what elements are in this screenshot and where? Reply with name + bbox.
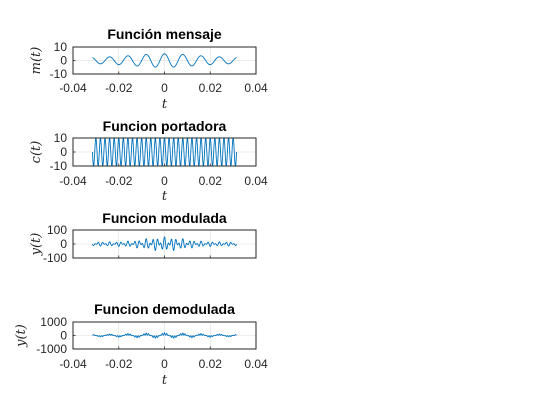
y-tick-label: 0 (60, 54, 67, 68)
x-tick-label: 0 (161, 81, 168, 95)
y-tick-label: 0 (60, 145, 67, 159)
x-tick-label: 0.04 (244, 81, 268, 95)
y-axis-label: y(t) (14, 324, 29, 348)
x-axis-label: t (162, 97, 168, 112)
subplot-2: Funcion portadora-0.04 -0.02 0 0.02 0.04100-… (29, 118, 268, 204)
y-axis-label: m(t) (29, 47, 44, 75)
x-axis-label: t (162, 373, 168, 388)
x-tick-label: 0.02 (199, 357, 223, 371)
y-tick-label: 100 (47, 223, 67, 237)
x-tick-label: -0.04 (59, 357, 87, 371)
x-tick-label: 0.02 (199, 174, 223, 188)
subplot-1: Función mensaje-0.04 -0.02 0 0.02 0.04100-10… (29, 26, 268, 112)
y-tick-label: -10 (50, 159, 68, 173)
chart-title: Funcion modulada (102, 210, 227, 226)
x-tick-label: 0.02 (199, 81, 223, 95)
x-axis-label: t (162, 189, 168, 204)
x-tick-label: -0.02 (105, 357, 133, 371)
x-tick-label: -0.02 (105, 81, 133, 95)
series-line-demodulated (92, 332, 237, 339)
y-tick-label: -100 (43, 251, 67, 265)
y-tick-label: 10 (54, 131, 68, 145)
x-tick-label: 0 (161, 357, 168, 371)
y-tick-label: 1000 (40, 315, 67, 329)
chart-title: Funcion demodulada (94, 301, 235, 317)
x-tick-label: -0.02 (105, 174, 133, 188)
chart-title: Función mensaje (107, 26, 222, 42)
y-axis-label: y(t) (29, 233, 44, 257)
y-tick-label: 0 (60, 329, 67, 343)
x-tick-label: 0 (161, 174, 168, 188)
x-tick-label: 0.04 (244, 357, 268, 371)
y-axis-label: c(t) (29, 141, 44, 164)
series-line-modulated (92, 236, 237, 252)
x-tick-label: -0.04 (59, 174, 87, 188)
subplot-4: Funcion demodulada -0.04 -0.02 0 0.02 0.04 100… (14, 301, 268, 388)
y-tick-label: 10 (54, 40, 68, 54)
x-tick-label: -0.04 (59, 81, 87, 95)
chart-title: Funcion portadora (103, 118, 227, 134)
y-tick-label: -10 (50, 67, 68, 81)
series-line-message (92, 53, 237, 68)
x-tick-label: 0.04 (244, 174, 268, 188)
y-tick-label: -1000 (36, 342, 67, 356)
y-tick-label: 0 (60, 237, 67, 251)
